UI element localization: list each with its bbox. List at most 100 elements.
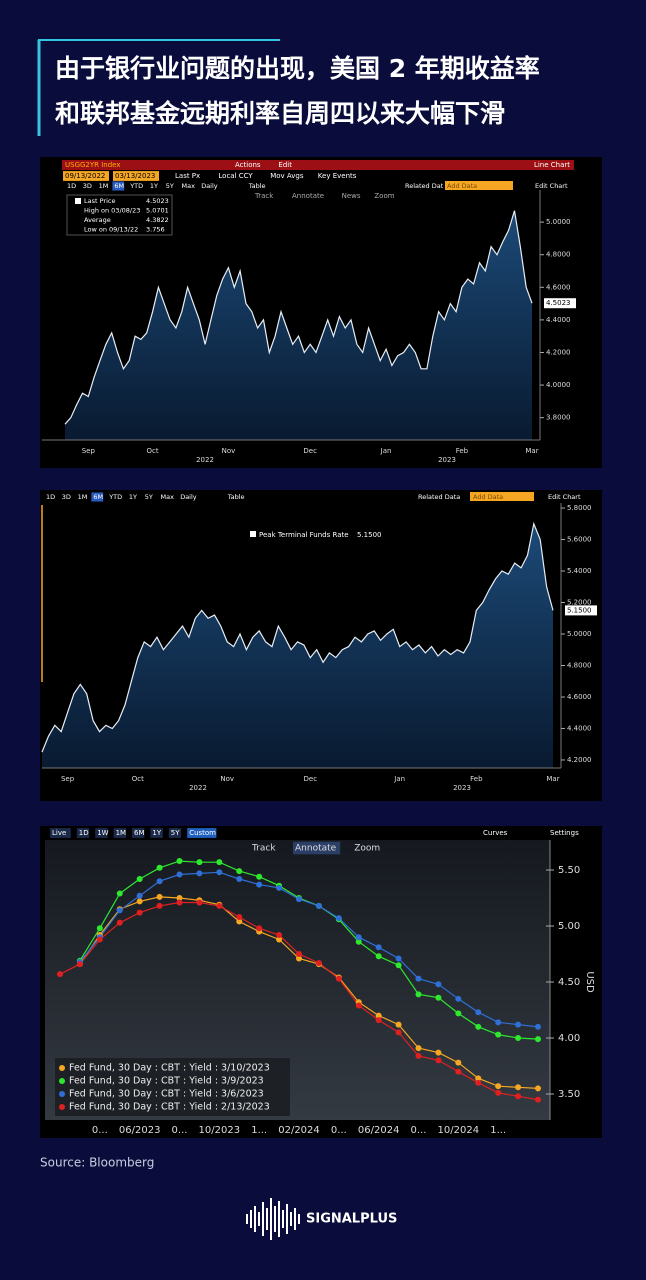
y-tick-label: 4.00: [558, 1033, 580, 1044]
tool-button[interactable]: Annotate: [295, 844, 337, 854]
period-button[interactable]: 1M: [78, 493, 88, 501]
period-button[interactable]: YTD: [129, 182, 143, 190]
period-button[interactable]: 1M: [116, 829, 127, 837]
curve-point: [415, 975, 422, 982]
setting[interactable]: Key Events: [318, 172, 357, 180]
period-button[interactable]: 1W: [97, 829, 108, 837]
last-value-label: 4.5023: [546, 299, 571, 307]
curve-point: [156, 864, 163, 871]
source: Source: Bloomberg: [40, 1156, 154, 1170]
period-button[interactable]: 1Y: [150, 182, 158, 190]
button: [132, 828, 145, 838]
x-tick-label: Dec: [303, 447, 317, 455]
related: Related Dat: [405, 182, 444, 190]
period-button[interactable]: 6M: [134, 829, 145, 837]
x-tick-label: Oct: [132, 775, 144, 783]
setting[interactable]: Last Px: [175, 172, 200, 180]
legend-swatch: [250, 531, 256, 537]
period-button[interactable]: 6M: [114, 182, 124, 190]
tool-button[interactable]: Track: [254, 192, 274, 200]
period-button[interactable]: 6M: [93, 493, 103, 501]
period-button[interactable]: 5Y: [171, 829, 180, 837]
period-button[interactable]: 1D: [67, 182, 76, 190]
y-axis-label: USD: [584, 971, 595, 993]
curve-point: [435, 1057, 442, 1064]
x-year-label: 2022: [196, 456, 214, 464]
menu-item[interactable]: Actions: [235, 161, 261, 169]
period-button[interactable]: Live: [52, 829, 66, 837]
stat-value: 4.3822: [146, 216, 169, 224]
legend-label: Fed Fund, 30 Day : CBT : Yield : 3/10/20…: [69, 1063, 270, 1074]
tool-button[interactable]: Track: [251, 844, 276, 854]
tool-button[interactable]: Zoom: [354, 844, 380, 854]
curve-point: [515, 1035, 522, 1042]
edit-chart: Edit Chart: [535, 182, 568, 190]
curve-point: [535, 1085, 541, 1092]
period-button[interactable]: Max: [182, 182, 196, 190]
x-tick-label: Mar: [546, 775, 559, 783]
x-tick-label: Oct: [147, 447, 159, 455]
add-data: Add Data: [473, 493, 503, 501]
y-tick-label: 4.0000: [546, 381, 571, 389]
curve-point: [236, 875, 243, 882]
y-tick-label: 4.6000: [567, 693, 592, 701]
curve-point: [216, 869, 223, 876]
period-button[interactable]: 3D: [83, 182, 92, 190]
stat-label: Average: [84, 216, 111, 224]
x-tick-label: Sep: [61, 775, 75, 783]
curve-point: [355, 934, 362, 941]
curve-point: [176, 871, 183, 878]
curve-point: [415, 991, 422, 998]
curve-point: [236, 868, 243, 875]
period-button[interactable]: Daily: [180, 493, 197, 501]
period-button[interactable]: Daily: [201, 182, 218, 190]
add-data-field: [445, 181, 513, 190]
table-label: Table: [227, 493, 245, 501]
x-tick-label: 06/2023: [119, 1125, 161, 1136]
price-line: [64, 210, 533, 425]
add-data-field: [470, 492, 534, 501]
date-field[interactable]: 03/13/2023: [115, 172, 155, 180]
period-button[interactable]: Max: [161, 493, 175, 501]
curve-point: [475, 1075, 482, 1082]
tool-button[interactable]: Annotate: [292, 192, 324, 200]
curve-point: [296, 896, 302, 903]
last-value-box: [544, 298, 576, 309]
period-button[interactable]: 5Y: [166, 182, 174, 190]
edit-chart: Edit Chart: [548, 493, 581, 501]
curve-point: [176, 899, 183, 906]
y-tick-label: 5.0000: [567, 630, 592, 638]
curve-point: [57, 971, 63, 978]
tool-button[interactable]: Zoom: [374, 192, 394, 200]
legend-label: Fed Fund, 30 Day : CBT : Yield : 2/13/20…: [69, 1102, 270, 1113]
period-button[interactable]: 1D: [46, 493, 55, 501]
curve-point: [196, 899, 203, 906]
curve-point: [475, 1023, 482, 1030]
period-button[interactable]: YTD: [108, 493, 122, 501]
y-tick-label: 5.2000: [567, 599, 592, 607]
setting[interactable]: Local CCY: [218, 172, 253, 180]
curve-point: [276, 884, 283, 891]
period-button[interactable]: 1M: [99, 182, 109, 190]
date-field[interactable]: 09/13/2022: [65, 172, 105, 180]
period-button[interactable]: 1Y: [152, 829, 161, 837]
curve-point: [156, 893, 163, 900]
period-button[interactable]: 3D: [62, 493, 71, 501]
curve-point: [196, 870, 203, 877]
period-button[interactable]: 1D: [79, 829, 89, 837]
legend-label: Fed Fund, 30 Day : CBT : Yield : 3/9/202…: [69, 1076, 264, 1087]
period-button[interactable]: 1Y: [129, 493, 137, 501]
chart-type: Line Chart: [534, 161, 570, 169]
button: [113, 171, 159, 181]
last-value-box: [565, 605, 597, 616]
period-button[interactable]: Custom: [189, 829, 216, 837]
x-year-label: 2023: [438, 456, 456, 464]
menu-item[interactable]: Edit: [278, 161, 292, 169]
curve-point: [415, 1045, 422, 1052]
y-tick-label: 4.2000: [567, 756, 592, 764]
tool-button[interactable]: News: [342, 192, 361, 200]
period-button[interactable]: 5Y: [145, 493, 153, 501]
y-tick-label: 5.4000: [567, 567, 592, 575]
y-tick-label: 5.00: [558, 921, 580, 932]
setting[interactable]: Mov Avgs: [270, 172, 304, 180]
